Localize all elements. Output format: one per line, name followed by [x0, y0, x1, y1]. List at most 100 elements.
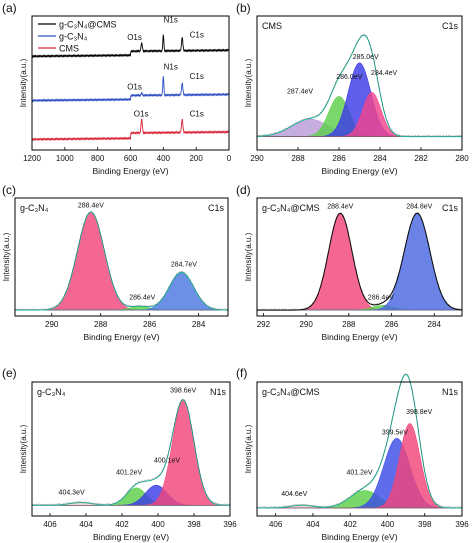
plot-area [31, 398, 231, 506]
x-tick-label: 286 [332, 154, 346, 163]
panel-letter: (d) [236, 183, 251, 197]
peak-label: 404.6eV [281, 491, 307, 498]
x-tick-label: 402 [115, 520, 129, 529]
plot-area [256, 212, 463, 311]
x-axis-label: Binding Energy (eV) [92, 166, 168, 176]
x-axis: 290 288 286 284 282 280 [250, 147, 469, 163]
peak-label: 284.7eV [171, 261, 197, 268]
peak-label: 288.4eV [78, 202, 104, 209]
x-tick-label: 1200 [23, 154, 41, 163]
x-axis: 406 404 402 400 398 396 [43, 513, 237, 529]
x-tick-label: 396 [223, 520, 237, 529]
core-level-label: C1s [442, 21, 459, 31]
plot-area [31, 34, 230, 142]
panel-letter: (f) [236, 366, 247, 380]
x-axis: 292 290 288 286 284 [257, 313, 442, 329]
plot-area [14, 210, 229, 311]
legend: g-C₃N₄@CMS g-C₃N₄ CMS [38, 20, 116, 54]
x-tick-label: 282 [414, 154, 428, 163]
x-tick-label: 402 [344, 520, 358, 529]
raw-spectrum [256, 212, 463, 311]
peak-annotation: N1s [164, 16, 178, 25]
peak-label: 286.4eV [368, 294, 394, 301]
x-tick-label: 284 [428, 320, 442, 329]
panel-letter: (e) [2, 366, 17, 380]
y-axis-label: Intensity(a.u.) [244, 424, 253, 473]
plot-frame [31, 381, 231, 517]
peak-annotation: C1s [190, 30, 204, 39]
peak-label: 287.4eV [287, 89, 313, 96]
chart-panel-1: (a) g-C₃N₄@CMS g-C₃N₄ CMS N1s C1s O1s N1s C1s O1s… [2, 1, 232, 176]
y-axis-label: Intensity(a.u.) [244, 232, 253, 281]
x-tick-label: 600 [124, 154, 138, 163]
x-tick-label: 288 [94, 320, 108, 329]
x-axis: 1200 1000 800 600 400 200 0 [23, 147, 232, 163]
core-level-label: C1s [442, 203, 459, 213]
chart-panel-6: (f) 404.6eV 401.2eV 399.5eV 398.8eV g-C₃N₄@CM… [236, 366, 469, 542]
panel-title: CMS [262, 21, 282, 31]
legend-label: g-C₃N₄ [59, 32, 88, 42]
panel-letter: (b) [236, 1, 251, 15]
x-axis: 290 288 286 284 [45, 313, 206, 329]
x-tick-label: 800 [91, 154, 105, 163]
raw-spectrum [256, 33, 463, 138]
x-tick-label: 398 [418, 520, 432, 529]
plot-frame [256, 15, 463, 151]
plot-frame [256, 381, 463, 517]
peak-annotation: O1s [127, 83, 142, 92]
x-tick-label: 404 [306, 520, 320, 529]
peak-label: 401.2eV [346, 469, 372, 476]
legend-label: g-C₃N₄@CMS [59, 20, 116, 30]
x-tick-label: 0 [227, 154, 232, 163]
plot-area [256, 33, 463, 138]
x-axis: 406 404 402 400 398 396 [269, 513, 469, 529]
raw-spectrum [14, 210, 229, 311]
y-axis-label: Intensity(a.u.) [19, 58, 28, 107]
core-level-label: N1s [442, 387, 459, 397]
plot-area [256, 372, 463, 509]
peak-label: 284.8eV [406, 204, 432, 211]
peak-label: 285.0eV [353, 54, 379, 61]
panel-title: g-C₃N₄@CMS [262, 387, 319, 397]
y-axis-label: Intensity(a.u.) [2, 232, 11, 281]
peak-label: 398.8eV [406, 409, 432, 416]
x-axis-label: Binding Energy (eV) [93, 532, 169, 542]
core-level-label: C1s [208, 203, 225, 213]
chart-panel-4: (d) 288.4eV 286.4eV 284.8eV g-C₃N₄@CMS C1s 292… [236, 183, 463, 342]
x-tick-label: 286 [385, 320, 399, 329]
plot-frame [14, 197, 229, 317]
x-tick-label: 404 [79, 520, 93, 529]
peak-label: 401.2eV [116, 469, 142, 476]
peak-label: 286.0eV [336, 74, 362, 81]
panel-title: g-C₃N₄ [20, 203, 49, 213]
peak-annotation: O1s [134, 110, 149, 119]
peak-label: 404.3eV [59, 490, 85, 497]
plot-frame [256, 197, 463, 317]
series-line-3 [31, 118, 230, 142]
x-tick-label: 1000 [56, 154, 74, 163]
peak-annotation: C1s [190, 72, 204, 81]
x-tick-label: 400 [381, 520, 395, 529]
x-tick-label: 396 [455, 520, 469, 529]
x-tick-label: 292 [257, 320, 271, 329]
x-tick-label: 288 [291, 154, 305, 163]
peak-label: 400.1eV [154, 457, 180, 464]
panel-title: g-C₃N₄ [37, 387, 66, 397]
peak-label: 288.4eV [327, 204, 353, 211]
peak-label: 286.4eV [129, 294, 155, 301]
chart-panel-5: (e) 404.3eV 401.2eV 400.1eV 398.6eV g-C₃N₄ N1s… [2, 366, 237, 542]
panel-letter: (a) [2, 1, 17, 15]
x-axis-label: Binding Energy (eV) [321, 332, 397, 342]
x-tick-label: 288 [342, 320, 356, 329]
peak-label: 398.6eV [170, 388, 196, 395]
peak-annotation: N1s [164, 63, 178, 72]
x-axis-label: Binding Energy (eV) [321, 532, 397, 542]
peak-label: 284.4eV [371, 70, 397, 77]
chart-panel-2: (b) 287.4eV 286.0eV 285.0eV 284.4eV CMS C1s 290… [236, 1, 469, 176]
core-level-label: N1s [210, 387, 227, 397]
series-line-1 [31, 34, 230, 59]
x-tick-label: 284 [373, 154, 387, 163]
y-axis-label: Intensity(a.u.) [19, 424, 28, 473]
x-tick-label: 290 [299, 320, 313, 329]
